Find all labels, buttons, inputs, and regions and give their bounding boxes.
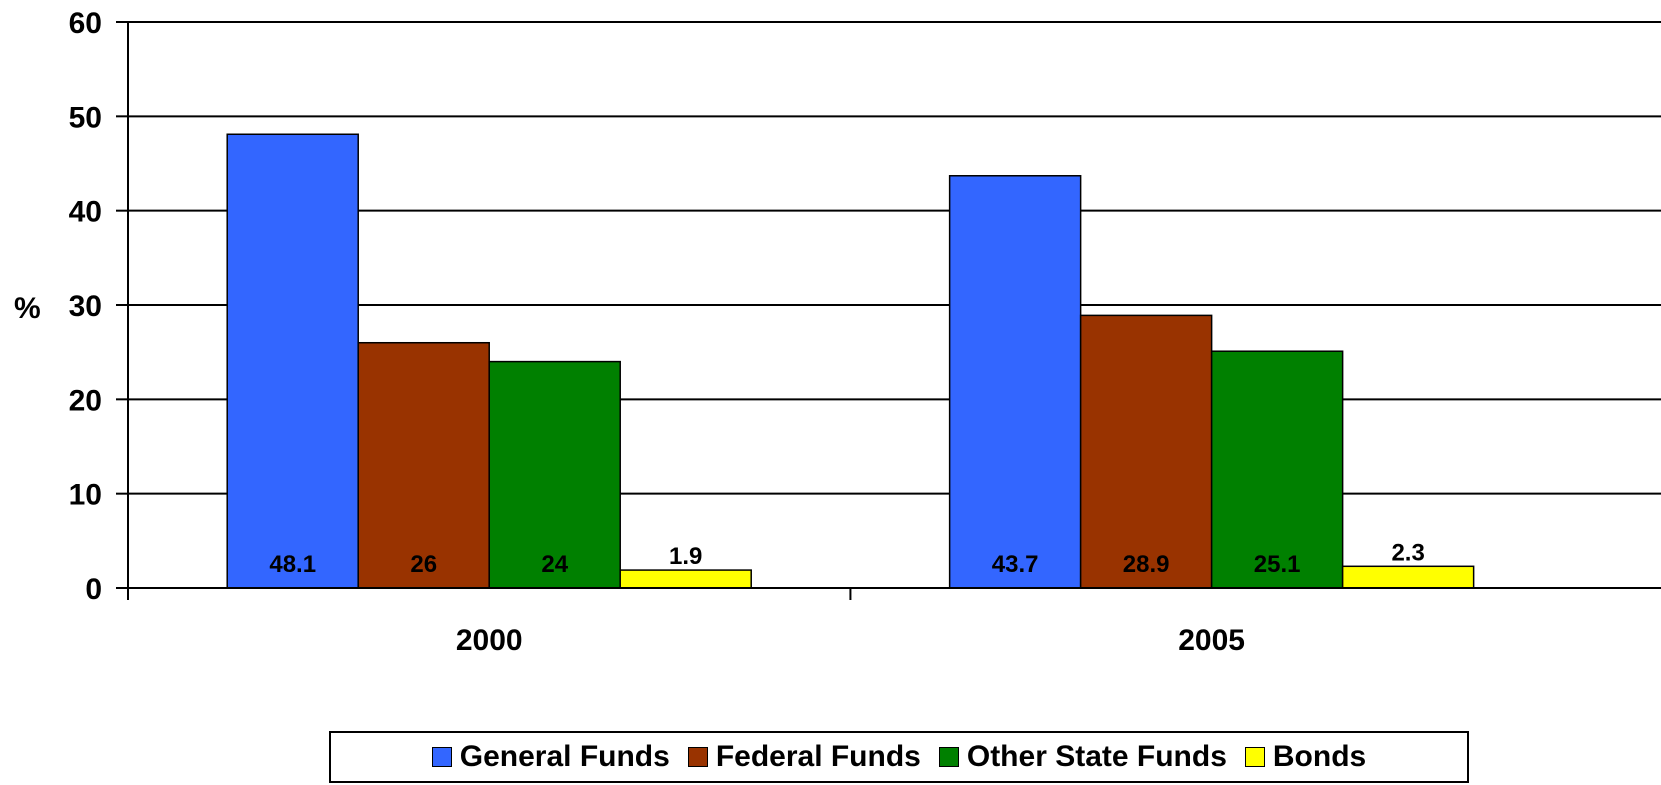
y-tick-label-10: 10: [69, 479, 102, 512]
data-label-federal-funds-2005: 28.9: [1123, 551, 1170, 578]
legend-item-federal-funds: Federal Funds: [687, 740, 921, 774]
bars: [226, 133, 1475, 589]
legend-item-other-state-funds: Other State Funds: [938, 740, 1227, 774]
category-labels: 2000 2005: [456, 624, 1245, 657]
data-label-other-state-funds-2005: 25.1: [1254, 551, 1301, 578]
y-tick-label-20: 20: [69, 384, 102, 417]
data-labels: 48.1 26 24 1.9 43.7 28.9 25.1 2.3: [269, 539, 1424, 578]
data-label-general-funds-2005: 43.7: [992, 551, 1039, 578]
y-tick-label-0: 0: [85, 573, 102, 606]
legend-swatch: [431, 747, 452, 767]
y-tick-label-30: 30: [69, 290, 102, 323]
bar-general-funds-2005: [948, 175, 1082, 589]
y-tick-label-50: 50: [69, 101, 102, 134]
legend: General Funds Federal Funds Other State Fu…: [329, 731, 1469, 783]
bar-other-state-funds-2000: [488, 360, 621, 589]
legend-label: Federal Funds: [715, 740, 921, 773]
bar-bonds-2000: [619, 569, 752, 589]
legend-item-bonds: Bonds: [1244, 740, 1367, 774]
axes: [116, 21, 1661, 600]
y-tick-label-40: 40: [69, 196, 102, 229]
legend-swatch: [687, 747, 708, 767]
y-tick-label-60: 60: [69, 7, 102, 40]
data-label-general-funds-2000: 48.1: [269, 551, 316, 578]
legend-label: Other State Funds: [966, 740, 1227, 773]
category-label-2005: 2005: [1178, 624, 1245, 657]
bar-other-state-funds-2005: [1210, 350, 1344, 589]
data-label-other-state-funds-2000: 24: [541, 551, 568, 578]
data-label-bonds-2005: 2.3: [1391, 539, 1424, 566]
y-axis-title: %: [14, 292, 41, 325]
category-label-2000: 2000: [456, 624, 523, 657]
legend-swatch: [938, 747, 959, 767]
legend-swatch: [1244, 747, 1265, 767]
data-label-federal-funds-2000: 26: [410, 551, 437, 578]
legend-label: Bonds: [1272, 740, 1367, 773]
bar-bonds-2005: [1341, 565, 1475, 589]
bar-general-funds-2000: [226, 133, 359, 589]
legend-item-general-funds: General Funds: [431, 740, 670, 774]
y-tick-labels: 0 10 20 30 40 50 60: [69, 7, 102, 606]
legend-label: General Funds: [459, 740, 670, 773]
bar-federal-funds-2005: [1079, 314, 1213, 589]
data-label-bonds-2000: 1.9: [669, 543, 702, 570]
